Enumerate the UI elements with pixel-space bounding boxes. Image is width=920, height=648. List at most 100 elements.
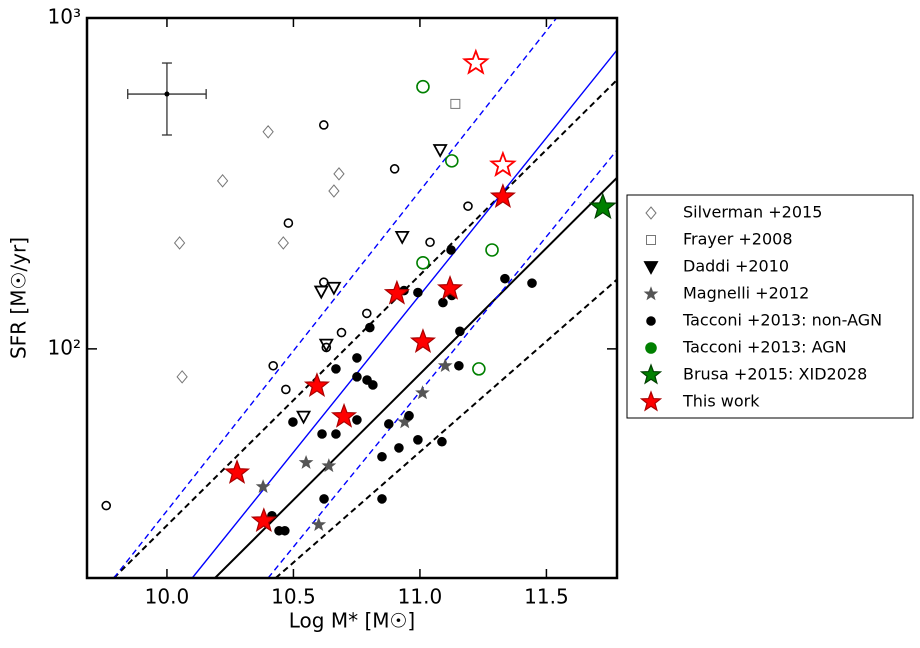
data-point <box>352 353 362 363</box>
y-tick-label: 10² <box>48 335 81 359</box>
relation-line <box>275 278 617 578</box>
data-point <box>377 494 387 504</box>
legend-label: Tacconi +2013: AGN <box>682 338 847 357</box>
data-point <box>438 297 448 308</box>
data-point <box>416 79 430 94</box>
x-tick-label: 10.0 <box>145 585 190 609</box>
data-point <box>352 372 362 382</box>
data-point <box>255 479 271 494</box>
data-point <box>303 372 330 397</box>
relation-line <box>113 18 558 578</box>
data-point <box>277 236 289 250</box>
data-point <box>326 281 342 296</box>
data-point <box>500 273 510 284</box>
relation-line <box>267 149 617 578</box>
data-point <box>318 277 329 288</box>
data-point <box>437 436 447 447</box>
legend-marker <box>646 316 656 326</box>
data-point <box>331 429 341 439</box>
axes-frame <box>85 16 619 580</box>
data-point <box>384 419 394 429</box>
data-point <box>416 256 430 270</box>
data-point <box>489 183 516 208</box>
data-point <box>394 443 404 453</box>
legend-marker <box>639 363 663 385</box>
data-point <box>425 237 435 248</box>
data-point <box>365 322 375 333</box>
data-point <box>319 494 329 504</box>
data-point <box>173 236 186 250</box>
y-tick-label: 10³ <box>48 5 81 29</box>
legend-marker <box>639 390 663 412</box>
data-point <box>318 120 329 130</box>
x-tick-label: 11.5 <box>524 585 569 609</box>
data-point <box>455 326 465 337</box>
legend-label: Daddi +2010 <box>683 257 789 276</box>
data-point <box>281 384 291 395</box>
data-point <box>268 360 278 371</box>
legend-box <box>626 194 914 419</box>
data-point <box>280 525 290 536</box>
data-point <box>368 380 378 390</box>
data-point <box>445 154 459 168</box>
data-point <box>361 308 372 319</box>
data-point <box>321 458 337 473</box>
data-point <box>454 360 464 371</box>
data-point <box>330 402 358 428</box>
data-point <box>283 218 294 228</box>
data-point <box>321 342 332 353</box>
data-point <box>216 174 229 188</box>
data-point <box>328 184 340 198</box>
data-point <box>377 451 387 462</box>
data-point <box>336 327 347 338</box>
legend-label: Magnelli +2012 <box>683 284 809 303</box>
data-point <box>317 429 327 439</box>
x-tick-label: 10.5 <box>271 585 316 609</box>
legend-label: This work <box>682 392 760 411</box>
legend-marker <box>645 206 657 220</box>
data-point <box>588 192 617 220</box>
legend-marker <box>645 342 657 354</box>
data-point <box>223 459 251 484</box>
relation-line <box>191 49 617 578</box>
data-point <box>404 410 414 421</box>
data-point <box>331 364 341 374</box>
data-point <box>432 144 448 158</box>
legend-label: Brusa +2015: XID2028 <box>683 365 867 384</box>
data-point <box>489 150 517 177</box>
legend-marker <box>643 286 659 301</box>
data-point <box>413 435 423 445</box>
data-point <box>298 454 314 469</box>
x-tick-label: 11.0 <box>398 585 443 609</box>
y-axis-label: SFR [M☉/yr] <box>7 237 31 359</box>
legend-label: Silverman +2015 <box>683 203 822 222</box>
data-point <box>450 98 461 109</box>
data-point <box>436 274 464 300</box>
legend-label: Frayer +2008 <box>683 230 793 249</box>
data-point <box>250 507 277 533</box>
data-point <box>333 167 345 181</box>
data-point <box>446 245 456 255</box>
data-point <box>485 243 499 257</box>
data-point <box>463 201 473 211</box>
data-point <box>413 287 423 298</box>
legend-label: Tacconi +2013: non-AGN <box>682 311 882 330</box>
data-point <box>472 362 486 376</box>
relation-line <box>214 177 617 578</box>
plot-area <box>101 18 617 578</box>
error-point <box>164 91 170 97</box>
data-point <box>311 517 327 532</box>
data-point <box>176 370 188 384</box>
data-point <box>461 48 490 75</box>
data-point <box>313 285 329 300</box>
data-point <box>296 410 312 425</box>
data-point <box>409 328 436 353</box>
data-point <box>415 385 430 400</box>
data-point <box>383 279 410 305</box>
legend-marker <box>643 261 659 275</box>
data-point <box>288 417 298 427</box>
data-point <box>352 415 362 425</box>
data-point <box>389 164 400 174</box>
data-point <box>101 500 112 511</box>
